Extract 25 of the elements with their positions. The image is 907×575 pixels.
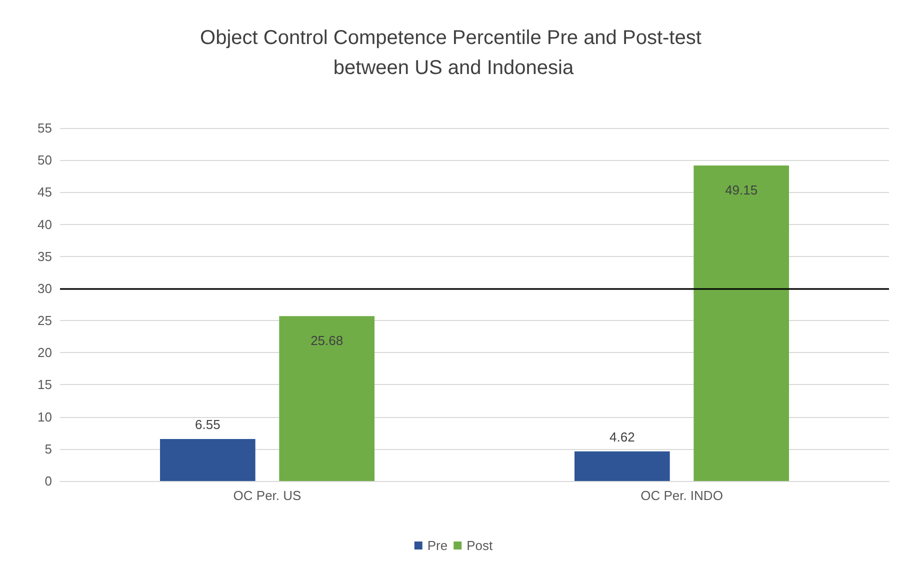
x-tick-label: OC Per. INDO xyxy=(640,488,723,503)
bar xyxy=(279,316,374,481)
y-tick-label: 45 xyxy=(38,184,52,200)
bar xyxy=(694,166,789,481)
bar xyxy=(160,438,256,481)
data-label: 4.62 xyxy=(610,429,635,444)
y-tick-label: 10 xyxy=(38,409,52,424)
y-tick-label: 55 xyxy=(38,120,52,136)
y-tick-label: 5 xyxy=(44,441,52,456)
data-label: 49.15 xyxy=(725,182,758,198)
y-tick-label: 35 xyxy=(38,248,52,264)
y-tick-label: 15 xyxy=(38,377,52,392)
y-tick-label: 40 xyxy=(38,216,52,232)
x-tick-label: OC Per. US xyxy=(233,488,302,503)
data-label: 25.68 xyxy=(310,333,344,348)
bar xyxy=(574,451,670,481)
y-tick-label: 50 xyxy=(38,152,52,168)
legend-label: Post xyxy=(466,538,494,553)
chart-title: Object Control Competence Percentile Pre and Post-test between US and Indonesia xyxy=(200,27,707,79)
data-label: 6.55 xyxy=(195,416,220,432)
legend-label: Pre xyxy=(427,538,448,553)
y-tick-label: 20 xyxy=(38,345,52,360)
y-tick-label: 0 xyxy=(44,474,52,488)
y-tick-label: 30 xyxy=(38,280,52,296)
y-tick-label: 25 xyxy=(38,313,52,328)
